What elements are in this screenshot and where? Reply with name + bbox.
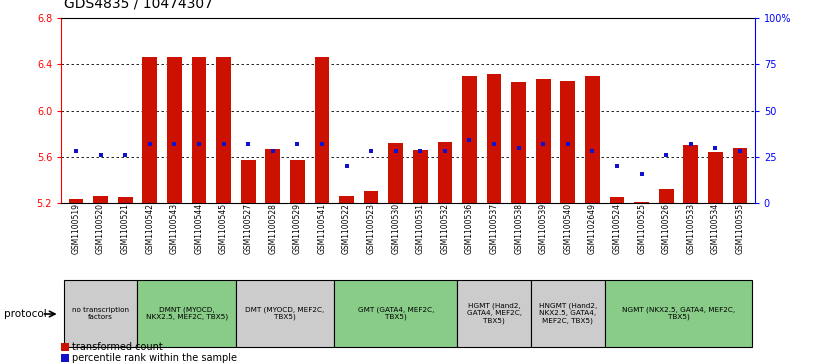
Text: GSM1100545: GSM1100545 (219, 203, 228, 254)
Text: transformed count: transformed count (72, 342, 162, 352)
Text: GSM1102649: GSM1102649 (588, 203, 597, 254)
Text: GSM1100520: GSM1100520 (96, 203, 105, 254)
Text: GSM1100528: GSM1100528 (268, 203, 277, 254)
Bar (531, 280, 605, 347)
Text: protocol: protocol (4, 309, 47, 319)
Text: percentile rank within the sample: percentile rank within the sample (72, 353, 237, 363)
Bar (634, 202, 649, 203)
Text: GSM1100537: GSM1100537 (490, 203, 499, 254)
Text: GSM1100541: GSM1100541 (317, 203, 326, 254)
Text: HGMT (Hand2,
GATA4, MEF2C,
TBX5): HGMT (Hand2, GATA4, MEF2C, TBX5) (467, 303, 521, 323)
Bar (364, 191, 379, 203)
Bar (241, 160, 255, 203)
Text: GSM1100523: GSM1100523 (366, 203, 375, 254)
Bar (388, 143, 403, 203)
Text: GSM1100525: GSM1100525 (637, 203, 646, 254)
Bar (192, 57, 206, 203)
Bar (265, 149, 280, 203)
Text: GSM1100540: GSM1100540 (563, 203, 572, 254)
Bar (236, 280, 335, 347)
Text: GSM1100544: GSM1100544 (194, 203, 203, 254)
Text: DMNT (MYOCD,
NKX2.5, MEF2C, TBX5): DMNT (MYOCD, NKX2.5, MEF2C, TBX5) (145, 306, 228, 320)
Text: GSM1100533: GSM1100533 (686, 203, 695, 254)
Bar (61, 343, 69, 351)
Bar (64, 280, 137, 347)
Text: GSM1100535: GSM1100535 (735, 203, 744, 254)
Bar (585, 76, 600, 203)
Text: GMT (GATA4, MEF2C,
TBX5): GMT (GATA4, MEF2C, TBX5) (357, 306, 434, 320)
Bar (457, 280, 531, 347)
Text: GSM1100532: GSM1100532 (441, 203, 450, 254)
Text: HNGMT (Hand2,
NKX2.5, GATA4,
MEF2C, TBX5): HNGMT (Hand2, NKX2.5, GATA4, MEF2C, TBX5… (539, 303, 597, 323)
Text: DMT (MYOCD, MEF2C,
TBX5): DMT (MYOCD, MEF2C, TBX5) (246, 306, 325, 320)
Bar (462, 76, 477, 203)
Bar (118, 197, 132, 203)
Text: GSM1100530: GSM1100530 (391, 203, 400, 254)
Bar (61, 354, 69, 362)
Text: GSM1100522: GSM1100522 (342, 203, 351, 254)
Bar (335, 280, 457, 347)
Text: GSM1100542: GSM1100542 (145, 203, 154, 254)
Text: GSM1100534: GSM1100534 (711, 203, 720, 254)
Bar (512, 82, 526, 203)
Bar (486, 74, 502, 203)
Text: GDS4835 / 10474307: GDS4835 / 10474307 (64, 0, 212, 11)
Text: no transcription
factors: no transcription factors (72, 307, 129, 319)
Text: GSM1100524: GSM1100524 (613, 203, 622, 254)
Text: GSM1100536: GSM1100536 (465, 203, 474, 254)
Bar (69, 199, 83, 203)
Bar (216, 57, 231, 203)
Bar (290, 160, 304, 203)
Text: GSM1100527: GSM1100527 (244, 203, 253, 254)
Bar (167, 57, 182, 203)
Bar (142, 57, 157, 203)
Text: GSM1100519: GSM1100519 (72, 203, 81, 254)
Bar (684, 146, 698, 203)
Text: GSM1100539: GSM1100539 (539, 203, 548, 254)
Bar (708, 152, 723, 203)
Bar (536, 79, 551, 203)
Bar (733, 148, 747, 203)
Bar (561, 81, 575, 203)
Bar (137, 280, 236, 347)
Bar (659, 189, 674, 203)
Text: GSM1100529: GSM1100529 (293, 203, 302, 254)
Text: GSM1100521: GSM1100521 (121, 203, 130, 254)
Text: GSM1100526: GSM1100526 (662, 203, 671, 254)
Bar (314, 57, 330, 203)
Text: GSM1100538: GSM1100538 (514, 203, 523, 254)
Text: NGMT (NKX2.5, GATA4, MEF2C,
TBX5): NGMT (NKX2.5, GATA4, MEF2C, TBX5) (622, 306, 735, 320)
Bar (339, 196, 354, 203)
Text: GSM1100543: GSM1100543 (170, 203, 179, 254)
Bar (605, 280, 752, 347)
Bar (610, 197, 624, 203)
Bar (413, 150, 428, 203)
Text: GSM1100531: GSM1100531 (416, 203, 425, 254)
Bar (93, 196, 108, 203)
Bar (437, 142, 452, 203)
